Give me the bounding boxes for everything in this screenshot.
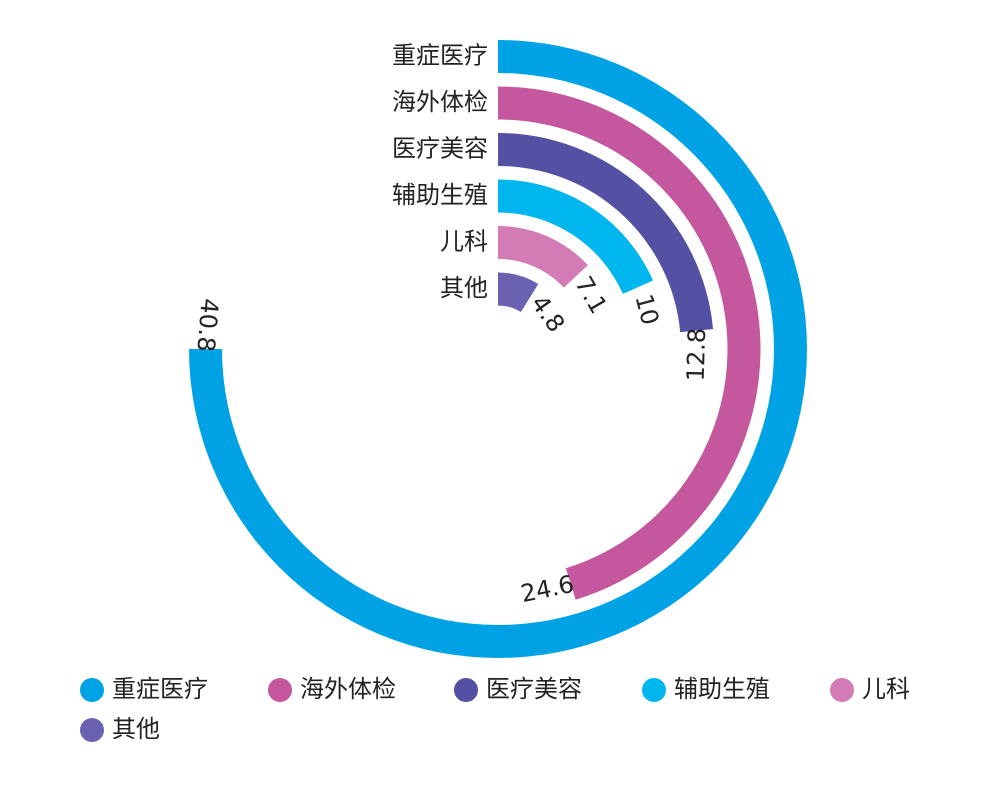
value-label: 4.8 (525, 290, 570, 337)
category-label: 辅助生殖 (392, 181, 488, 209)
category-label: 医疗美容 (392, 135, 488, 163)
category-label: 重症医疗 (392, 42, 488, 70)
radial-bar (189, 40, 807, 658)
value-label: 40.8 (191, 297, 223, 353)
legend-label: 儿科 (862, 675, 910, 703)
legend-label: 辅助生殖 (674, 675, 770, 703)
radial-bar (498, 86, 761, 600)
legend-marker (268, 678, 292, 702)
legend-label: 医疗美容 (486, 675, 582, 703)
value-label: 7.1 (569, 272, 612, 319)
radial-bar (498, 179, 654, 294)
legend-marker (80, 678, 104, 702)
radial-bar (498, 226, 588, 288)
radial-bar (498, 133, 714, 333)
legend-marker (642, 678, 666, 702)
legend-marker (454, 678, 478, 702)
category-label: 其他 (440, 274, 488, 302)
category-label: 儿科 (440, 228, 488, 256)
radial-bar (498, 272, 539, 313)
value-label: 12.8 (682, 327, 711, 381)
value-label: 10 (629, 291, 664, 328)
legend-label: 重症医疗 (112, 675, 208, 703)
value-label: 24.6 (518, 570, 576, 608)
category-label: 海外体检 (392, 88, 488, 116)
legend-label: 海外体检 (300, 675, 396, 703)
legend-label: 其他 (112, 715, 160, 743)
legend-marker (830, 678, 854, 702)
legend-marker (80, 718, 104, 742)
